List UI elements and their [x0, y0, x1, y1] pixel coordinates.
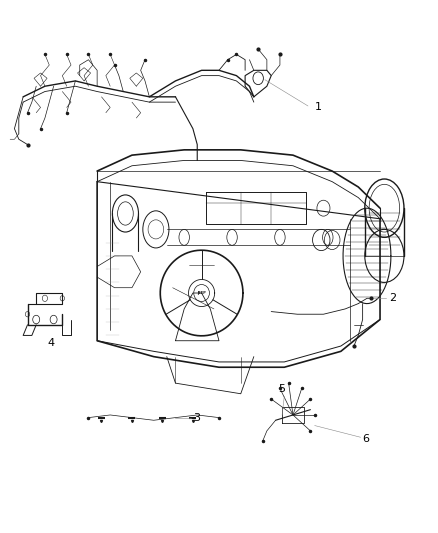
- Text: 2: 2: [389, 293, 396, 303]
- Text: 6: 6: [363, 434, 370, 444]
- Text: 1: 1: [315, 102, 322, 112]
- Text: JEEP: JEEP: [197, 291, 206, 295]
- Text: 5: 5: [279, 384, 286, 394]
- Text: 4: 4: [48, 338, 55, 348]
- Text: 3: 3: [193, 413, 200, 423]
